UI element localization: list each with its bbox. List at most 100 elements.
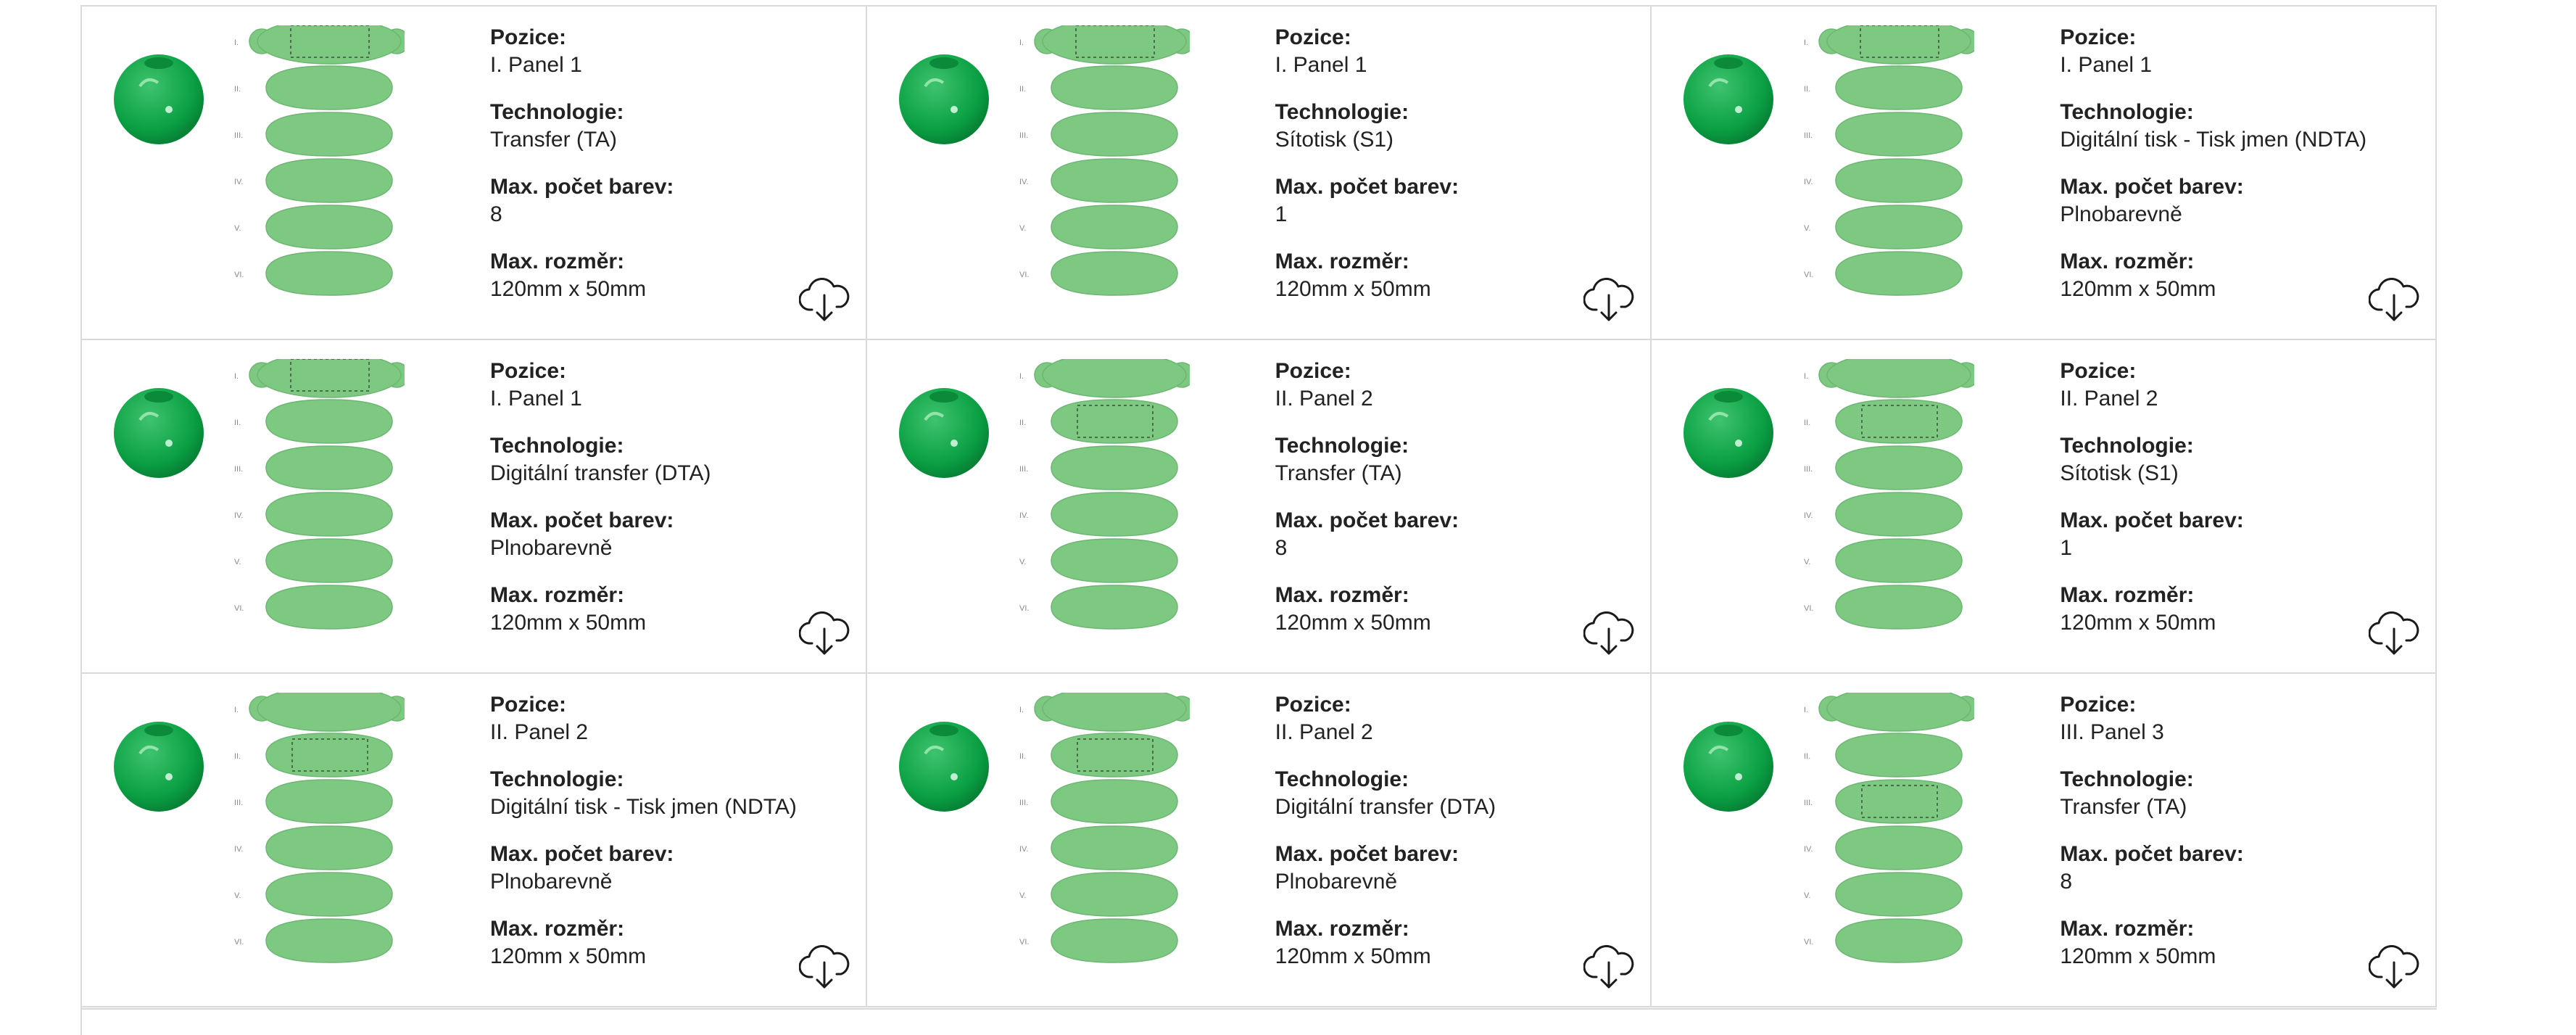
- print-option-info: Pozice: I. Panel 1 Technologie: Digitáln…: [490, 358, 911, 656]
- panel-row-marker: V.: [1804, 224, 1810, 233]
- max-size-value: 120mm x 50mm: [2060, 944, 2216, 968]
- panel-row-marker: V.: [1019, 224, 1026, 233]
- cloud-download-icon[interactable]: [2368, 945, 2419, 990]
- position-value: II. Panel 2: [1275, 720, 1373, 744]
- print-option-card: I. II. III. IV. V. VI. Pozice: III. Panel 3 T…: [1652, 674, 2437, 1007]
- cloud-download-icon[interactable]: [1583, 611, 1634, 656]
- product-ball-image: [1681, 50, 1776, 146]
- technology-label: Technologie:: [1275, 434, 1409, 458]
- panel-row-marker: VI.: [1019, 604, 1029, 613]
- cloud-download-icon[interactable]: [1583, 278, 1634, 323]
- position-value: II. Panel 2: [1275, 387, 1373, 411]
- panel-position-diagram: I. II. III. IV. V. VI.: [234, 18, 410, 334]
- cloud-download-icon[interactable]: [798, 945, 850, 990]
- max-colors-value: Plnobarevně: [490, 536, 613, 560]
- max-size-label: Max. rozměr:: [1275, 250, 1409, 273]
- panel-row-marker: I.: [1019, 372, 1024, 381]
- print-option-card: I. II. III. IV. V. VI. Pozice: I. Panel 1 Tec…: [82, 7, 867, 340]
- panel-row-marker: III.: [1804, 465, 1813, 474]
- technology-value: Transfer (TA): [2060, 795, 2187, 819]
- position-value: II. Panel 2: [2060, 387, 2158, 411]
- max-colors-label: Max. počet barev:: [2060, 842, 2244, 866]
- panel-row-marker: II.: [234, 752, 241, 761]
- panel-row-marker: VI.: [234, 271, 244, 279]
- position-label: Pozice:: [1275, 25, 1351, 49]
- cloud-download-icon[interactable]: [2368, 278, 2419, 323]
- panel-row-marker: II.: [234, 418, 241, 427]
- panel-row-marker: VI.: [234, 938, 244, 947]
- panel-row-marker: IV.: [234, 845, 243, 854]
- max-size-value: 120mm x 50mm: [1275, 944, 1431, 968]
- print-option-card: I. II. III. IV. V. VI. Pozice: I. Panel 1 Tec…: [866, 7, 1652, 340]
- panel-row-marker: II.: [1019, 752, 1026, 761]
- print-option-info: Pozice: II. Panel 2 Technologie: Digitál…: [490, 691, 911, 990]
- max-colors-label: Max. počet barev:: [2060, 508, 2244, 532]
- panel-row-marker: IV.: [234, 511, 243, 520]
- panel-row-marker: I.: [234, 372, 239, 381]
- position-label: Pozice:: [2060, 359, 2137, 383]
- panel-row-marker: IV.: [1019, 178, 1028, 186]
- product-ball-image: [111, 384, 207, 479]
- product-ball-image: [896, 50, 992, 146]
- position-value: II. Panel 2: [490, 720, 589, 744]
- position-label: Pozice:: [2060, 693, 2137, 717]
- panel-position-diagram: I. II. III. IV. V. VI.: [1804, 352, 1980, 667]
- panel-row-marker: VI.: [1804, 938, 1813, 947]
- panel-row-marker: III.: [234, 465, 243, 474]
- cloud-download-icon[interactable]: [1583, 945, 1634, 990]
- technology-value: Transfer (TA): [490, 128, 618, 152]
- panel-row-marker: I.: [1804, 706, 1808, 714]
- position-value: I. Panel 1: [490, 387, 582, 411]
- panel-row-marker: IV.: [1804, 845, 1813, 854]
- max-size-label: Max. rozměr:: [490, 917, 625, 941]
- panel-row-marker: III.: [1019, 799, 1028, 807]
- max-size-value: 120mm x 50mm: [1275, 611, 1431, 635]
- print-option-info: Pozice: II. Panel 2 Technologie: Digitál…: [1275, 691, 1696, 990]
- panel-row-marker: III.: [234, 799, 243, 807]
- cloud-download-icon[interactable]: [798, 611, 850, 656]
- panel-row-marker: V.: [1019, 891, 1026, 900]
- panel-row-marker: V.: [234, 224, 241, 233]
- grid-divider: [80, 1008, 2437, 1010]
- technology-value: Transfer (TA): [1275, 461, 1402, 485]
- panel-row-marker: VI.: [1019, 271, 1029, 279]
- position-value: I. Panel 1: [490, 53, 582, 77]
- position-label: Pozice:: [1275, 693, 1351, 717]
- max-colors-value: 8: [490, 202, 502, 226]
- max-colors-value: Plnobarevně: [1275, 870, 1398, 894]
- panel-row-marker: IV.: [1019, 511, 1028, 520]
- cloud-download-icon[interactable]: [798, 278, 850, 323]
- print-option-card: I. II. III. IV. V. VI. Pozice: II. Panel 2 Te…: [866, 340, 1652, 674]
- max-colors-value: 1: [2060, 536, 2073, 560]
- position-label: Pozice:: [490, 25, 567, 49]
- technology-label: Technologie:: [1275, 100, 1409, 124]
- panel-row-marker: VI.: [1804, 604, 1813, 613]
- technology-label: Technologie:: [1275, 767, 1409, 791]
- panel-row-marker: II.: [1019, 85, 1026, 94]
- cloud-download-icon[interactable]: [2368, 611, 2419, 656]
- print-option-info: Pozice: II. Panel 2 Technologie: Transfe…: [1275, 358, 1696, 656]
- panel-row-marker: I.: [1019, 38, 1024, 47]
- product-ball-image: [111, 717, 207, 813]
- technology-value: Sítotisk (S1): [2060, 461, 2179, 485]
- print-options-grid: I. II. III. IV. V. VI. Pozice: I. Panel 1 Tec…: [80, 5, 2437, 1035]
- max-size-value: 120mm x 50mm: [490, 277, 647, 301]
- max-size-value: 120mm x 50mm: [2060, 277, 2216, 301]
- panel-row-marker: V.: [234, 891, 241, 900]
- position-value: I. Panel 1: [2060, 53, 2153, 77]
- print-option-info: Pozice: I. Panel 1 Technologie: Digitáln…: [2060, 24, 2480, 323]
- max-size-value: 120mm x 50mm: [1275, 277, 1431, 301]
- panel-position-diagram: I. II. III. IV. V. VI.: [1804, 18, 1980, 334]
- panel-position-diagram: I. II. III. IV. V. VI.: [234, 352, 410, 667]
- panel-row-marker: III.: [1019, 131, 1028, 140]
- panel-position-diagram: I. II. III. IV. V. VI.: [1019, 18, 1195, 334]
- position-label: Pozice:: [490, 693, 567, 717]
- print-option-info: Pozice: II. Panel 2 Technologie: Sítotis…: [2060, 358, 2480, 656]
- max-size-label: Max. rozměr:: [1275, 917, 1409, 941]
- panel-row-marker: II.: [1804, 752, 1810, 761]
- max-colors-label: Max. počet barev:: [1275, 508, 1459, 532]
- panel-row-marker: II.: [1804, 85, 1810, 94]
- max-size-label: Max. rozměr:: [490, 250, 625, 273]
- panel-row-marker: III.: [1019, 465, 1028, 474]
- panel-row-marker: III.: [1804, 799, 1813, 807]
